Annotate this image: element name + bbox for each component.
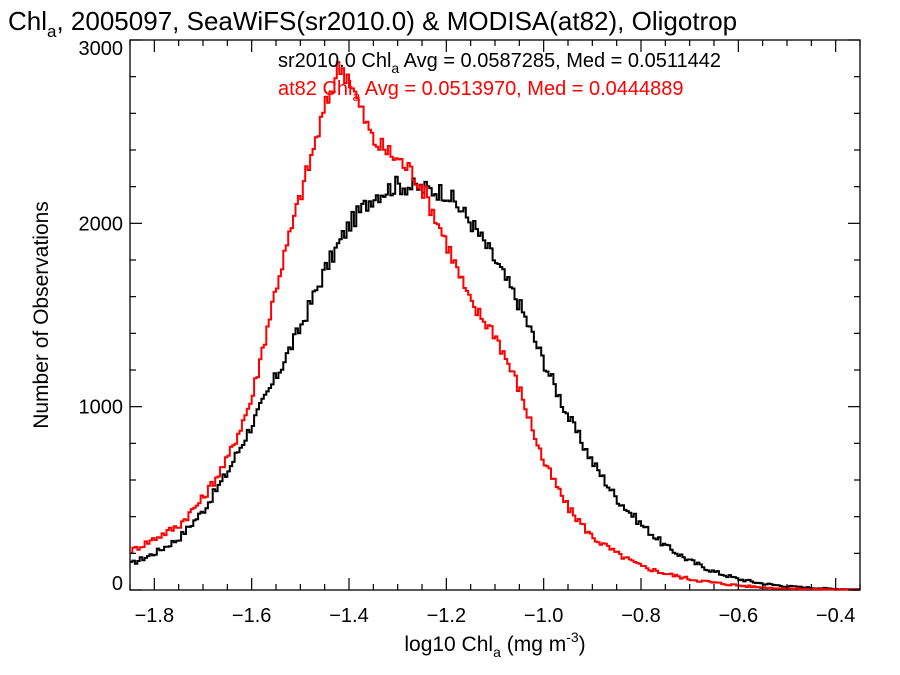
x-tick-label: −0.8 [621,605,660,627]
y-tick-label: 3000 [79,38,124,60]
plot-area [129,39,861,591]
y-tick-label: 1000 [79,397,124,419]
chart-title: Chla, 2005097, SeaWiFS(sr2010.0) & MODIS… [8,6,737,41]
x-tick-label: −1.4 [329,605,368,627]
y-tick-label: 0 [112,573,123,595]
x-tick-label: −0.4 [816,605,855,627]
series-layer [130,61,860,591]
legend-entry-sr2010: sr2010.0 Chla Avg = 0.0587285, Med = 0.0… [278,50,721,76]
x-tick-label: −1.8 [135,605,174,627]
x-tick-label: −0.6 [719,605,758,627]
tick-layer: −1.8 −1.6 −1.4 −1.2 −1.0 −0.8 −0.6 −0.4 0 1000 200… [79,38,861,627]
series-line-1 [130,61,860,591]
y-axis-label: Number of Observations [30,201,53,429]
x-tick-label: −1.6 [232,605,271,627]
series-line-0 [130,175,860,591]
x-tick-label: −1.2 [427,605,466,627]
x-tick-label: −1.0 [524,605,563,627]
y-tick-label: 2000 [79,213,124,235]
legend-entry-at82: at82 Chla Avg = 0.0513970, Med = 0.04448… [278,78,684,104]
x-axis-label: log10 Chla (mg m-3) [404,629,585,660]
